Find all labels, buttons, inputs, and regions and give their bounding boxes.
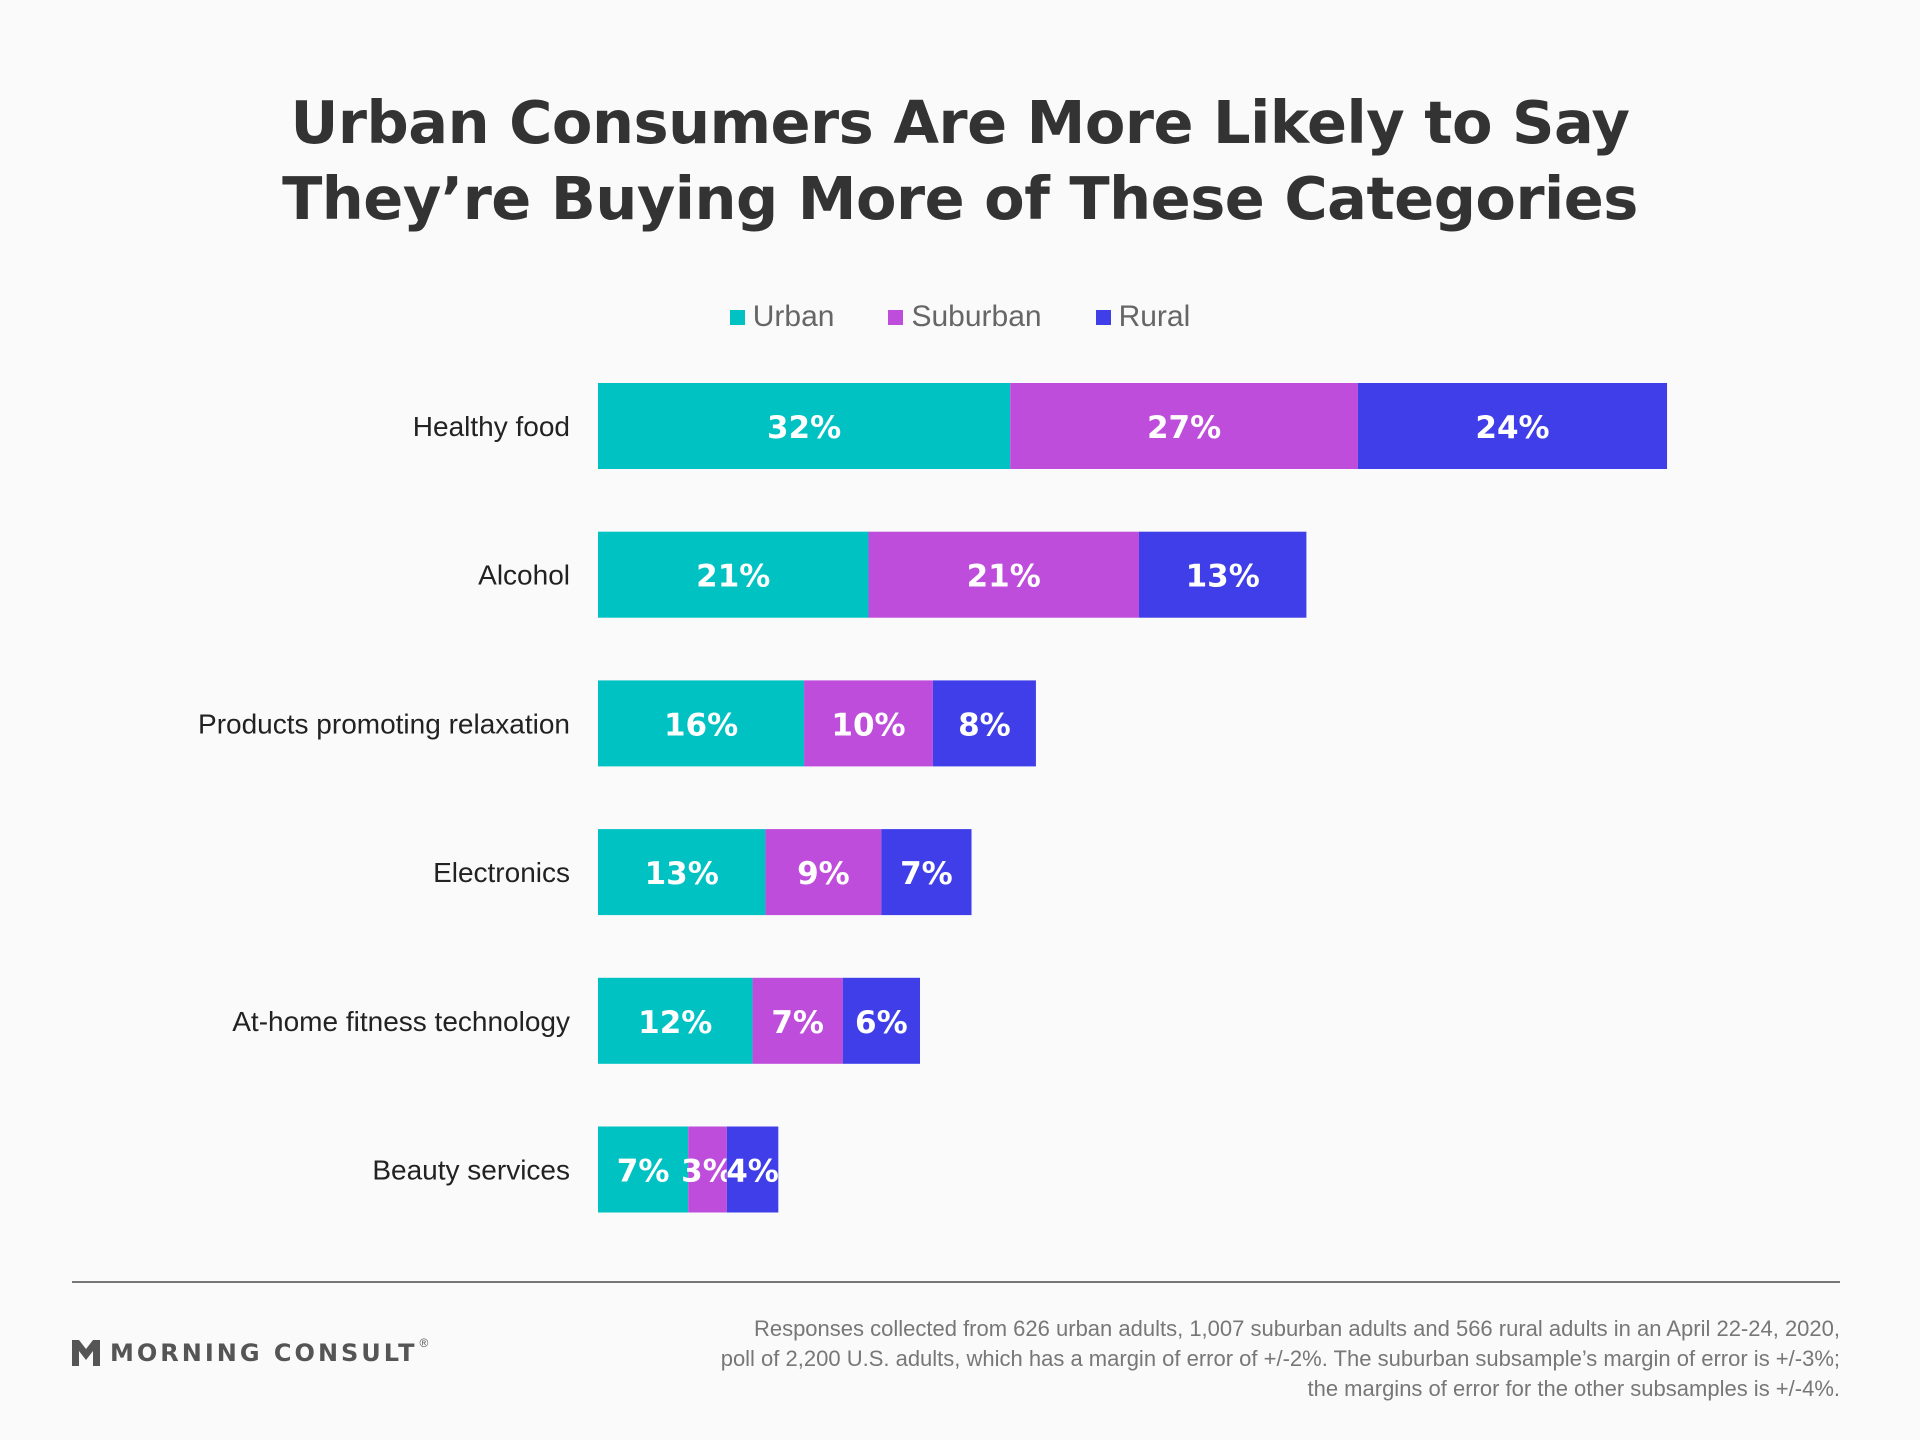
category-label: Electronics <box>433 857 570 888</box>
bar-value-label: 32% <box>767 410 841 446</box>
bar-segment-urban <box>598 977 753 1064</box>
bar-segment-suburban <box>688 1126 727 1213</box>
legend-item-urban: Urban <box>729 300 835 334</box>
bar-value-label: 21% <box>967 559 1041 595</box>
category-label: Healthy food <box>413 411 570 442</box>
bar-value-label: 12% <box>638 1005 712 1041</box>
bar-value-label: 7% <box>617 1154 670 1190</box>
bar-value-label: 6% <box>855 1005 908 1041</box>
legend-label-suburban: Suburban <box>911 300 1042 333</box>
chart-title-line-1: Urban Consumers Are More Likely to Say <box>290 88 1630 157</box>
legend-item-suburban: Suburban <box>888 300 1042 334</box>
bar-segment-suburban <box>868 531 1139 618</box>
footnote: Responses collected from 626 urban adult… <box>540 1314 1840 1404</box>
bar-segment-urban <box>598 829 766 916</box>
bar-value-label: 13% <box>1186 559 1260 595</box>
bar-value-label: 9% <box>797 856 850 892</box>
bar-segment-suburban <box>1010 383 1358 469</box>
chart-legend: Urban Suburban Rural <box>0 300 1920 334</box>
category-label: Products promoting relaxation <box>198 708 570 739</box>
bar-value-label: 13% <box>645 856 719 892</box>
bar-value-label: 7% <box>900 856 953 892</box>
bar-segment-suburban <box>804 680 933 767</box>
bar-value-label: 16% <box>664 707 738 743</box>
category-label: At-home fitness technology <box>232 1006 570 1037</box>
bar-segment-suburban <box>752 977 843 1064</box>
chart-title-line-2: They’re Buying More of These Categories <box>282 164 1638 233</box>
chart-title: Urban Consumers Are More Likely to Say T… <box>0 85 1920 237</box>
bar-value-label: 10% <box>831 707 905 743</box>
footnote-line-1: Responses collected from 626 urban adult… <box>753 1316 1840 1341</box>
bar-value-label: 8% <box>958 707 1011 743</box>
bar-segment-rural <box>842 977 920 1064</box>
bar-value-label: 24% <box>1475 410 1549 446</box>
morning-consult-logo-icon <box>72 1340 100 1366</box>
bar-segment-rural <box>881 829 972 916</box>
brand-registered-mark: ® <box>419 1336 429 1350</box>
legend-swatch-suburban <box>888 309 904 325</box>
bar-segment-urban <box>598 531 869 618</box>
bar-segment-urban <box>598 383 1011 469</box>
legend-label-rural: Rural <box>1118 300 1191 333</box>
bar-value-label: 21% <box>696 559 770 595</box>
bar-segment-rural <box>932 680 1036 767</box>
brand-logo: MORNING CONSULT ® <box>72 1336 429 1367</box>
brand-name: MORNING CONSULT <box>110 1339 418 1367</box>
bar-value-label: 27% <box>1147 410 1221 446</box>
bar-segment-urban <box>598 680 805 767</box>
legend-label-urban: Urban <box>752 300 835 333</box>
bar-segment-rural <box>726 1126 779 1213</box>
legend-item-rural: Rural <box>1095 300 1191 334</box>
legend-swatch-urban <box>729 309 745 325</box>
category-label: Beauty services <box>372 1155 570 1186</box>
bar-segment-rural <box>1357 383 1668 469</box>
footer-divider <box>72 1281 1840 1283</box>
legend-swatch-rural <box>1095 309 1111 325</box>
bar-segment-suburban <box>765 829 882 916</box>
bar-segment-urban <box>598 1126 689 1213</box>
footnote-line-2: poll of 2,200 U.S. adults, which has a m… <box>720 1346 1840 1371</box>
category-label: Alcohol <box>478 560 570 591</box>
bar-segment-rural <box>1138 531 1307 618</box>
bar-value-label: 4% <box>726 1154 779 1190</box>
chart-plot-area: Healthy food 32% 27% 24% Alcohol 21% 21% 13% Pro… <box>198 383 1668 1213</box>
footnote-line-3: the margins of error for the other subsa… <box>1307 1376 1840 1401</box>
bar-value-label: 7% <box>771 1005 824 1041</box>
bar-value-label: 3% <box>681 1154 734 1190</box>
